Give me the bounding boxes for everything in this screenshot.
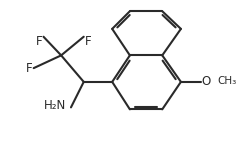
Text: O: O — [201, 75, 211, 88]
Text: H₂N: H₂N — [44, 99, 66, 112]
Text: F: F — [36, 35, 43, 48]
Text: CH₃: CH₃ — [217, 76, 236, 86]
Text: F: F — [85, 35, 91, 48]
Text: F: F — [26, 62, 33, 75]
